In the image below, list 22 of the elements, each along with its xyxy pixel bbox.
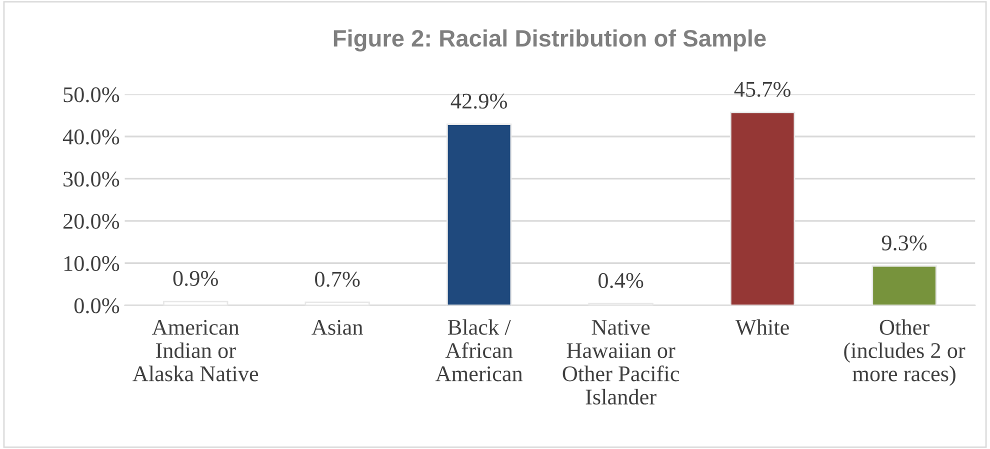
y-tick-label: 50.0%	[64, 87, 120, 102]
x-tick-label: Other (includes 2 or more races)	[844, 319, 966, 386]
y-tick-label: 0.0%	[74, 298, 120, 314]
x-tick-label: American Indian or Alaska Native	[132, 320, 258, 382]
bar	[446, 124, 512, 306]
data-label: 0.4%	[598, 273, 644, 288]
x-tick-label: White	[735, 319, 789, 335]
x-tick-label: Native Hawaiian or Other Pacific Islander	[562, 320, 680, 405]
data-label: 45.7%	[734, 82, 790, 97]
x-tick-label: Black / African American	[435, 319, 523, 382]
y-tick-label: 10.0%	[64, 256, 120, 272]
x-tick-label: Asian	[312, 320, 363, 335]
data-label: 0.9%	[173, 270, 218, 286]
data-label: 9.3%	[882, 235, 927, 251]
y-tick-label: 20.0%	[63, 214, 120, 229]
y-tick-label: 40.0%	[62, 129, 120, 145]
bar	[730, 112, 796, 306]
chart-title: Figure 2: Racial Distribution of Sample	[334, 29, 766, 52]
data-label: 0.7%	[315, 272, 360, 287]
bar	[872, 265, 937, 306]
y-tick-label: 30.0%	[64, 172, 120, 187]
data-label: 42.9%	[450, 94, 508, 109]
